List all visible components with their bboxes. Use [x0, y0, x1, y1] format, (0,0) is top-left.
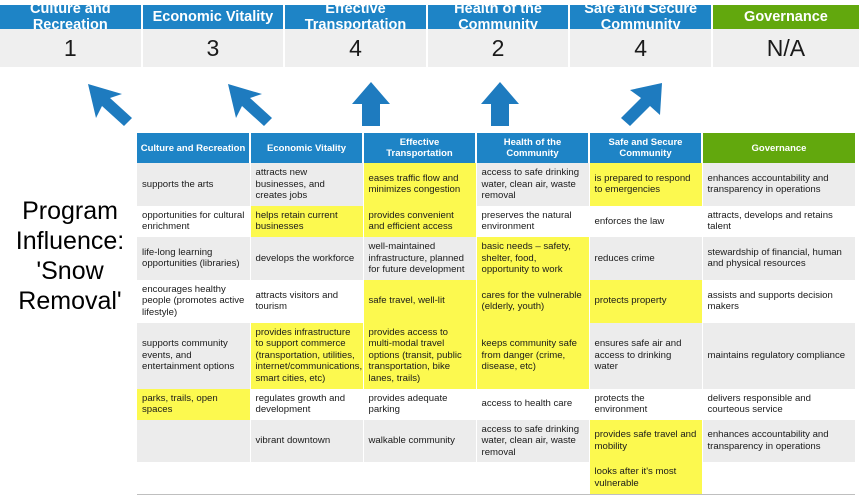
- pillar-header-0: Culture and Recreation: [0, 1, 143, 33]
- matrix-cell-r0-c5: enhances accountability and transparency…: [702, 163, 855, 206]
- matrix-cell-r3-c4: protects property: [589, 279, 703, 323]
- matrix-cell-r3-c0: encourages healthy people (promotes acti…: [137, 279, 251, 323]
- matrix-col-header-2: Effective Transportation: [363, 133, 477, 163]
- matrix-cell-r6-c4: provides safe travel and mobility: [589, 419, 703, 463]
- pillar-score-1: 3: [142, 29, 286, 67]
- matrix-cell-r1-c1: helps retain current businesses: [250, 205, 364, 237]
- matrix-cell-r1-c5: attracts, develops and retains talent: [702, 205, 855, 237]
- matrix-cell-r0-c0: supports the arts: [137, 163, 251, 206]
- pillar-score-band: Culture and Recreation Economic Vitality E…: [0, 1, 859, 67]
- matrix-cell-r5-c2: provides adequate parking: [363, 388, 477, 420]
- matrix-cell-r3-c2: safe travel, well-lit: [363, 279, 477, 323]
- matrix-row: supports the arts attracts new businesses…: [137, 163, 855, 206]
- matrix-cell-r1-c0: opportunities for cultural enrichment: [137, 205, 251, 237]
- pillar-header-row: Culture and Recreation Economic Vitality E…: [0, 1, 859, 33]
- influence-arrows: [0, 78, 859, 130]
- matrix-col-header-4: Safe and Secure Community: [589, 133, 703, 163]
- matrix-cell-r7-c5: [702, 462, 855, 495]
- matrix-col-header-3: Health of the Community: [476, 133, 590, 163]
- matrix-cell-r5-c0: parks, trails, open spaces: [137, 388, 251, 420]
- arrow-up-left-icon-2: [228, 84, 272, 126]
- matrix-cell-r6-c5: enhances accountability and transparency…: [702, 419, 855, 463]
- matrix-cell-r4-c2: provides access to multi-modal travel op…: [363, 322, 477, 389]
- matrix-cell-r1-c4: enforces the law: [589, 205, 703, 237]
- pillar-score-2: 4: [285, 29, 428, 67]
- matrix-cell-r4-c1: provides infrastructure to support comme…: [250, 322, 364, 389]
- matrix-cell-r0-c1: attracts new businesses, and creates job…: [250, 163, 364, 206]
- matrix-cell-r4-c4: ensures safe air and access to drinking …: [589, 322, 703, 389]
- matrix-cell-r1-c2: provides convenient and efficient access: [363, 205, 477, 237]
- matrix-cell-r3-c3: cares for the vulnerable (elderly, youth…: [476, 279, 590, 323]
- matrix-cell-r0-c3: access to safe drinking water, clean air…: [476, 163, 590, 206]
- caption-line-1: Program: [22, 197, 118, 225]
- matrix-row: opportunities for cultural enrichment hel…: [137, 205, 855, 237]
- matrix-col-header-0: Culture and Recreation: [137, 133, 251, 163]
- matrix-cell-r3-c5: assists and supports decision makers: [702, 279, 855, 323]
- matrix-cell-r6-c2: walkable community: [363, 419, 477, 463]
- matrix-cell-r6-c3: access to safe drinking water, clean air…: [476, 419, 590, 463]
- caption-line-2: Influence:: [15, 227, 125, 255]
- matrix-cell-r2-c3: basic needs – safety, shelter, food, opp…: [476, 236, 590, 280]
- matrix-cell-r7-c2: [363, 462, 477, 495]
- matrix-body: supports the arts attracts new businesses…: [137, 163, 855, 495]
- matrix-row: vibrant downtown walkable community access…: [137, 419, 855, 463]
- pillar-score-3: 2: [427, 29, 571, 67]
- pillar-header-2: Effective Transportation: [285, 1, 428, 33]
- matrix-cell-r2-c0: life-long learning opportunities (librar…: [137, 236, 251, 280]
- caption-line-4: Removal': [18, 287, 122, 315]
- pillar-score-4: 4: [570, 29, 713, 67]
- matrix-header: Culture and Recreation Economic Vitality E…: [137, 133, 855, 163]
- matrix-cell-r0-c2: eases traffic flow and minimizes congest…: [363, 163, 477, 206]
- pillar-header-3: Health of the Community: [427, 1, 571, 33]
- matrix-cell-r6-c1: vibrant downtown: [250, 419, 364, 463]
- pillar-score-5: N/A: [712, 29, 859, 67]
- matrix-cell-r4-c3: keeps community safe from danger (crime,…: [476, 322, 590, 389]
- pillar-header-1: Economic Vitality: [142, 5, 286, 29]
- caption-line-3: 'Snow: [36, 257, 104, 285]
- matrix-cell-r5-c3: access to health care: [476, 388, 590, 420]
- matrix-cell-r7-c4: looks after it's most vulnerable: [589, 462, 703, 495]
- matrix-cell-r7-c0: [137, 462, 251, 495]
- arrow-up-left-icon-1: [88, 84, 132, 126]
- matrix-cell-r1-c3: preserves the natural environment: [476, 205, 590, 237]
- matrix-col-header-5: Governance: [702, 133, 855, 163]
- matrix-cell-r2-c5: stewardship of financial, human and phys…: [702, 236, 855, 280]
- matrix-cell-r3-c1: attracts visitors and tourism: [250, 279, 364, 323]
- pillar-header-4: Safe and Secure Community: [570, 1, 713, 33]
- matrix-col-header-1: Economic Vitality: [250, 133, 364, 163]
- pillar-score-row: 1 3 4 2 4 N/A: [0, 29, 859, 67]
- arrow-up-right-icon-5: [621, 83, 662, 126]
- matrix-cell-r2-c2: well-maintained infrastructure, planned …: [363, 236, 477, 280]
- matrix-header-row: Culture and Recreation Economic Vitality E…: [137, 133, 855, 163]
- pillar-header-5: Governance: [712, 5, 859, 29]
- arrow-up-icon-4: [481, 82, 519, 126]
- matrix-row: parks, trails, open spaces regulates grow…: [137, 388, 855, 420]
- matrix-cell-r4-c5: maintains regulatory compliance: [702, 322, 855, 389]
- matrix-cell-r2-c1: develops the workforce: [250, 236, 364, 280]
- program-influence-caption: Program Influence: 'Snow Removal': [6, 196, 134, 316]
- matrix-cell-r4-c0: supports community events, and entertain…: [137, 322, 251, 389]
- matrix-cell-r2-c4: reduces crime: [589, 236, 703, 280]
- matrix-row: life-long learning opportunities (librar…: [137, 236, 855, 280]
- matrix-cell-r5-c4: protects the environment: [589, 388, 703, 420]
- matrix-row: supports community events, and entertain…: [137, 322, 855, 389]
- arrow-up-icon-3: [352, 82, 390, 126]
- community-pillar-matrix: Culture and Recreation Economic Vitality E…: [137, 133, 855, 495]
- matrix-cell-r7-c3: [476, 462, 590, 495]
- matrix-cell-r5-c5: delivers responsible and courteous servi…: [702, 388, 855, 420]
- matrix-row: looks after it's most vulnerable: [137, 462, 855, 495]
- matrix-row: encourages healthy people (promotes acti…: [137, 279, 855, 323]
- matrix-cell-r6-c0: [137, 419, 251, 463]
- matrix-cell-r5-c1: regulates growth and development: [250, 388, 364, 420]
- matrix-cell-r7-c1: [250, 462, 364, 495]
- matrix-cell-r0-c4: is prepared to respond to emergencies: [589, 163, 703, 206]
- pillar-score-0: 1: [0, 29, 143, 67]
